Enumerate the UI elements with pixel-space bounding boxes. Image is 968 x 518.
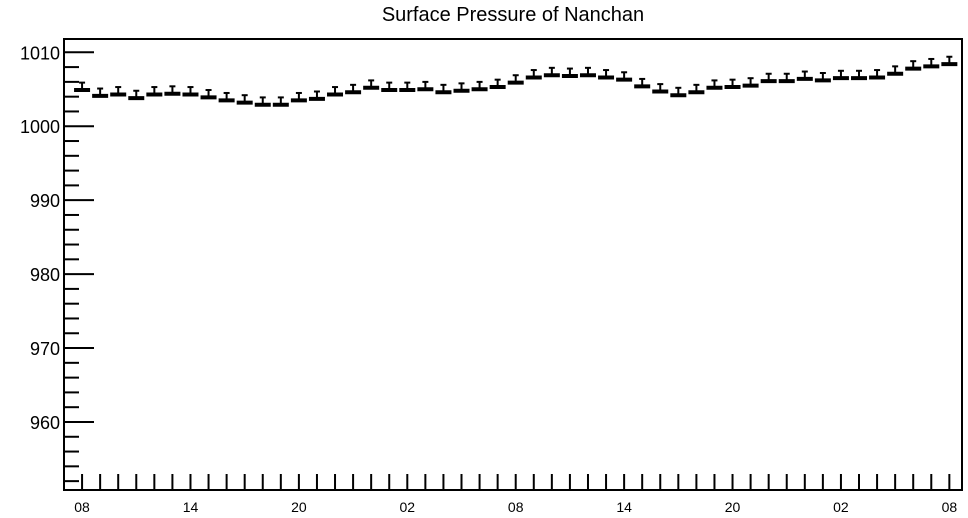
data-point [869, 69, 886, 80]
x-tick-label: 20 [291, 499, 307, 515]
data-point [435, 83, 452, 95]
data-point [471, 80, 488, 92]
data-point [543, 66, 560, 78]
data-point [887, 65, 904, 76]
data-point [399, 81, 416, 93]
data-point [182, 86, 199, 97]
data-point [923, 57, 940, 69]
data-point [507, 74, 524, 85]
y-tick-label: 980 [30, 265, 60, 285]
data-point [489, 78, 506, 90]
data-point [308, 90, 325, 101]
x-tick-label: 02 [833, 499, 849, 515]
data-point [598, 69, 615, 80]
x-tick-label: 14 [183, 499, 199, 515]
data-point [905, 60, 922, 71]
plot-frame [63, 38, 963, 491]
data-point [236, 94, 253, 105]
x-tick-label: 14 [616, 499, 632, 515]
data-point [742, 77, 759, 88]
data-point [363, 79, 380, 90]
data-point [688, 83, 705, 95]
data-point [381, 81, 398, 93]
y-tick-label: 970 [30, 339, 60, 359]
data-point [200, 89, 217, 100]
data-point [634, 77, 651, 89]
data-point [796, 70, 813, 81]
data-point [814, 72, 831, 83]
data-point [941, 55, 958, 67]
data-point [706, 79, 723, 90]
y-tick-label: 990 [30, 191, 60, 211]
data-point [146, 86, 163, 97]
data-point [417, 80, 434, 92]
data-point [218, 91, 235, 103]
data-point [164, 85, 181, 96]
x-tick-label: 02 [400, 499, 416, 515]
data-point [832, 69, 849, 81]
data-point [74, 81, 91, 93]
x-tick-label: 20 [725, 499, 741, 515]
data-point [345, 83, 362, 95]
data-point [760, 72, 777, 84]
data-point [110, 86, 127, 97]
x-tick-label: 08 [942, 499, 958, 515]
x-tick-label: 08 [74, 499, 90, 515]
data-point [579, 66, 596, 78]
data-point [616, 71, 633, 82]
data-point [254, 96, 271, 107]
data-point [778, 72, 795, 84]
data-point [327, 86, 344, 97]
y-tick-label: 1010 [20, 43, 60, 63]
data-point [724, 78, 741, 90]
data-point [290, 91, 307, 103]
data-point [652, 83, 669, 94]
data-point [128, 89, 145, 101]
data-point [670, 86, 687, 98]
chart-title: Surface Pressure of Nanchan [381, 4, 645, 26]
data-point [525, 69, 542, 80]
y-tick-label: 1000 [20, 117, 60, 137]
data-point [851, 69, 868, 81]
data-point [92, 87, 109, 98]
y-tick-label: 960 [30, 413, 60, 433]
data-point [453, 82, 470, 93]
data-point [561, 67, 578, 78]
data-point [272, 96, 289, 107]
x-tick-label: 08 [508, 499, 524, 515]
